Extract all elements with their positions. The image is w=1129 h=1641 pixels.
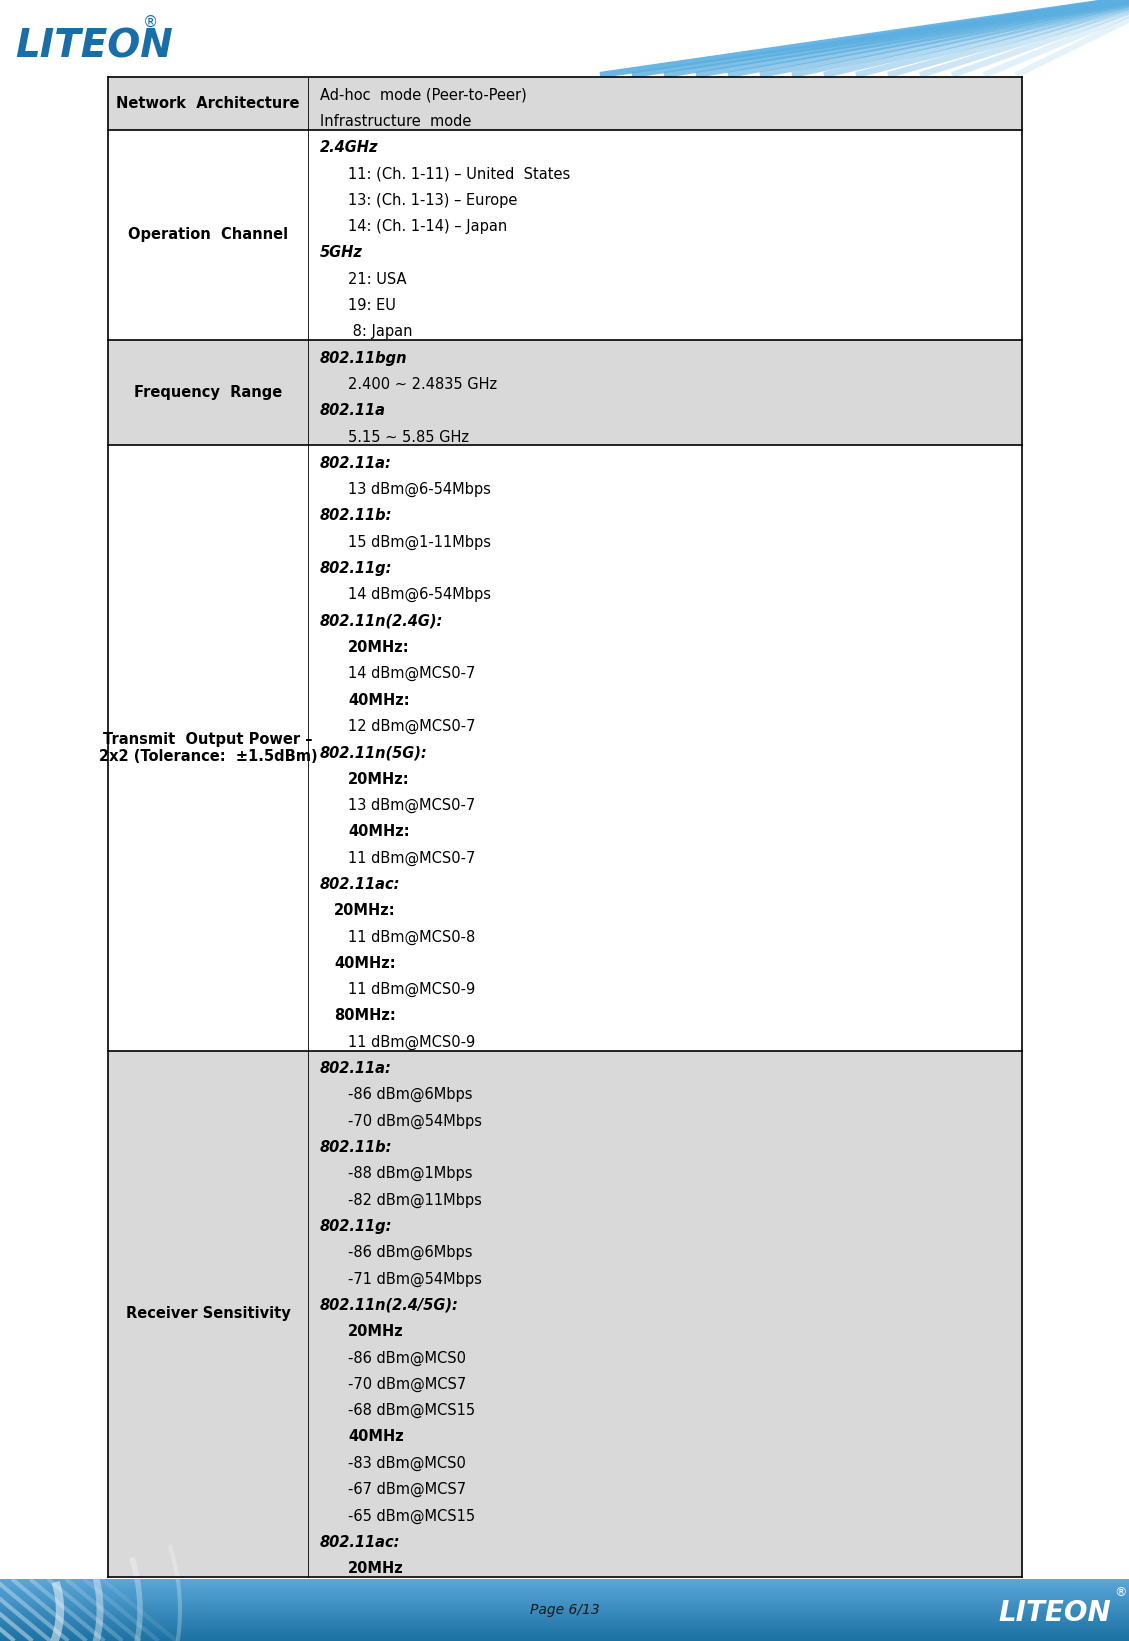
Text: ®: ® bbox=[1114, 1587, 1127, 1598]
Bar bbox=[108, 1050, 1022, 1577]
Text: -67 dBm@MCS7: -67 dBm@MCS7 bbox=[348, 1482, 466, 1497]
Text: 11 dBm@MCS0-7: 11 dBm@MCS0-7 bbox=[348, 850, 475, 866]
Text: 14: (Ch. 1-14) – Japan: 14: (Ch. 1-14) – Japan bbox=[348, 218, 507, 235]
Text: -88 dBm@1Mbps: -88 dBm@1Mbps bbox=[348, 1167, 473, 1182]
Text: 2.4GHz: 2.4GHz bbox=[320, 139, 378, 154]
Text: Operation  Channel: Operation Channel bbox=[128, 228, 288, 243]
Text: 5.15 ∼ 5.85 GHz: 5.15 ∼ 5.85 GHz bbox=[348, 430, 469, 445]
Text: -86 dBm@6Mbps: -86 dBm@6Mbps bbox=[348, 1246, 473, 1260]
Text: Receiver Sensitivity: Receiver Sensitivity bbox=[125, 1306, 290, 1321]
Text: 802.11n(5G):: 802.11n(5G): bbox=[320, 745, 428, 760]
Text: 11 dBm@MCS0-9: 11 dBm@MCS0-9 bbox=[348, 981, 475, 998]
Text: -86 dBm@MCS0: -86 dBm@MCS0 bbox=[348, 1351, 466, 1365]
Text: 14 dBm@MCS0-7: 14 dBm@MCS0-7 bbox=[348, 666, 475, 681]
Text: 19: EU: 19: EU bbox=[348, 299, 396, 313]
Text: 13: (Ch. 1-13) – Europe: 13: (Ch. 1-13) – Europe bbox=[348, 192, 517, 208]
Text: 802.11a:: 802.11a: bbox=[320, 1062, 392, 1076]
Bar bbox=[108, 340, 1022, 445]
Text: 20MHz: 20MHz bbox=[348, 1324, 404, 1339]
Text: 802.11ac:: 802.11ac: bbox=[320, 876, 401, 891]
Text: 40MHz:: 40MHz: bbox=[348, 693, 410, 707]
Text: 11 dBm@MCS0-8: 11 dBm@MCS0-8 bbox=[348, 929, 475, 945]
Text: -70 dBm@MCS7: -70 dBm@MCS7 bbox=[348, 1377, 466, 1392]
Text: -83 dBm@MCS0: -83 dBm@MCS0 bbox=[348, 1456, 466, 1470]
Bar bbox=[108, 445, 1022, 1050]
Text: 11: (Ch. 1-11) – United  States: 11: (Ch. 1-11) – United States bbox=[348, 166, 570, 182]
Bar bbox=[108, 130, 1022, 340]
Text: 802.11ac:: 802.11ac: bbox=[320, 1534, 401, 1549]
Text: Transmit  Output Power –
2x2 (Tolerance:  ±1.5dBm): Transmit Output Power – 2x2 (Tolerance: … bbox=[98, 732, 317, 765]
Text: 20MHz: 20MHz bbox=[348, 1561, 404, 1575]
Text: ®: ® bbox=[143, 15, 158, 30]
Text: 80MHz:: 80MHz: bbox=[334, 1009, 396, 1024]
Text: -68 dBm@MCS15: -68 dBm@MCS15 bbox=[348, 1403, 475, 1418]
Text: -65 dBm@MCS15: -65 dBm@MCS15 bbox=[348, 1508, 475, 1523]
Text: 802.11a:: 802.11a: bbox=[320, 456, 392, 471]
Text: Network  Architecture: Network Architecture bbox=[116, 95, 300, 112]
Text: 40MHz: 40MHz bbox=[348, 1429, 404, 1444]
Bar bbox=[0, 0, 1129, 75]
Text: 20MHz:: 20MHz: bbox=[348, 640, 410, 655]
Text: 20MHz:: 20MHz: bbox=[348, 771, 410, 786]
Text: 13 dBm@6-54Mbps: 13 dBm@6-54Mbps bbox=[348, 482, 491, 497]
Text: 802.11n(2.4/5G):: 802.11n(2.4/5G): bbox=[320, 1298, 458, 1313]
Text: 40MHz:: 40MHz: bbox=[348, 824, 410, 839]
Text: Frequency  Range: Frequency Range bbox=[134, 386, 282, 400]
Bar bbox=[108, 77, 1022, 130]
Text: Page 6/13: Page 6/13 bbox=[530, 1603, 599, 1616]
Text: 5GHz: 5GHz bbox=[320, 245, 362, 261]
Text: -82 dBm@11Mbps: -82 dBm@11Mbps bbox=[348, 1193, 482, 1208]
Text: Ad-hoc  mode (Peer-to-Peer): Ad-hoc mode (Peer-to-Peer) bbox=[320, 87, 527, 102]
Text: LITEON: LITEON bbox=[998, 1598, 1111, 1628]
Text: 40MHz:: 40MHz: bbox=[334, 955, 395, 971]
Text: 802.11g:: 802.11g: bbox=[320, 1219, 393, 1234]
Text: 802.11b:: 802.11b: bbox=[320, 1140, 393, 1155]
Text: 802.11g:: 802.11g: bbox=[320, 561, 393, 576]
Text: 802.11a: 802.11a bbox=[320, 404, 386, 418]
Text: 21: USA: 21: USA bbox=[348, 272, 406, 287]
Text: 13 dBm@MCS0-7: 13 dBm@MCS0-7 bbox=[348, 798, 475, 812]
Text: 20MHz:: 20MHz: bbox=[334, 903, 395, 919]
Text: -86 dBm@6Mbps: -86 dBm@6Mbps bbox=[348, 1088, 473, 1103]
Text: 12 dBm@MCS0-7: 12 dBm@MCS0-7 bbox=[348, 719, 475, 734]
Text: 802.11b:: 802.11b: bbox=[320, 509, 393, 523]
Text: LITEON: LITEON bbox=[15, 28, 173, 66]
Text: -70 dBm@54Mbps: -70 dBm@54Mbps bbox=[348, 1114, 482, 1129]
Text: 8: Japan: 8: Japan bbox=[348, 325, 412, 340]
Text: Infrastructure  mode: Infrastructure mode bbox=[320, 113, 472, 128]
Text: -71 dBm@54Mbps: -71 dBm@54Mbps bbox=[348, 1272, 482, 1287]
Text: 14 dBm@6-54Mbps: 14 dBm@6-54Mbps bbox=[348, 587, 491, 602]
Text: 802.11n(2.4G):: 802.11n(2.4G): bbox=[320, 614, 444, 629]
Text: 802.11bgn: 802.11bgn bbox=[320, 351, 408, 366]
Text: 2.400 ∼ 2.4835 GHz: 2.400 ∼ 2.4835 GHz bbox=[348, 377, 497, 392]
Text: 15 dBm@1-11Mbps: 15 dBm@1-11Mbps bbox=[348, 535, 491, 550]
Text: 11 dBm@MCS0-9: 11 dBm@MCS0-9 bbox=[348, 1035, 475, 1050]
